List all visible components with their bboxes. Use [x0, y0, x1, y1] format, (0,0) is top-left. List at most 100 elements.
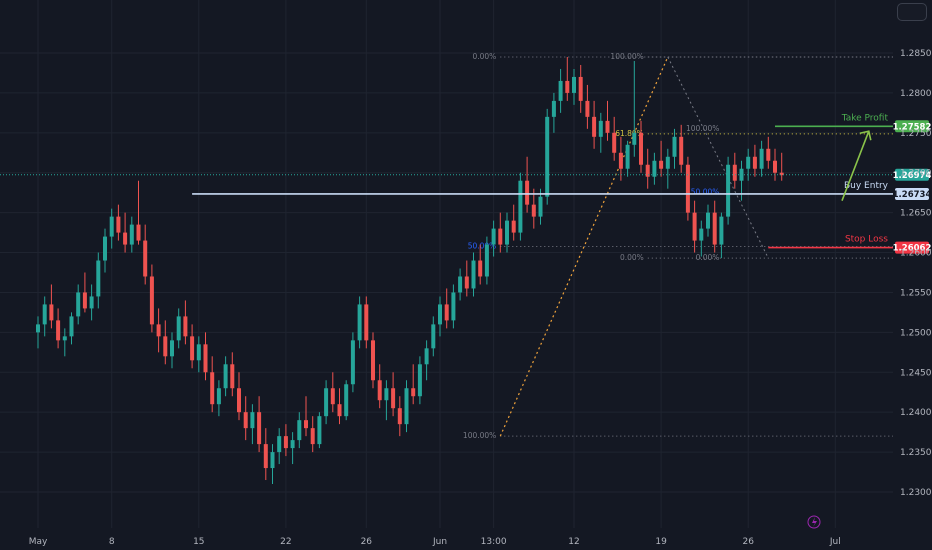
price-tick-label: 1.27500 — [900, 129, 932, 139]
candle-body — [350, 340, 355, 385]
fib-level-label: 100.00% — [463, 431, 496, 440]
candle-body — [706, 212, 710, 229]
time-tick-label: 15 — [193, 537, 204, 547]
fibonacci-retracements[interactable]: 0.00% 50.00% 100.00% 100.00% 61.80% 0.00% 100.… — [463, 52, 893, 440]
fib-level-label: 0.00% — [696, 253, 720, 262]
candle-body — [109, 216, 114, 237]
price-tick-label: 1.24000 — [900, 408, 932, 418]
price-tick-label: 1.28500 — [900, 49, 932, 59]
candle-body — [89, 296, 94, 309]
time-tick-label: 13:00 — [481, 537, 507, 547]
candle-body — [491, 228, 496, 245]
candle-body — [56, 320, 61, 341]
candle-body — [257, 412, 262, 445]
chart-extras — [807, 130, 872, 529]
candle-body — [304, 420, 308, 429]
price-tick-label: 1.25500 — [900, 288, 932, 298]
candle-body — [759, 148, 764, 169]
candle-body — [578, 76, 583, 101]
candle-body — [525, 180, 530, 205]
candle-body — [558, 80, 563, 101]
candle-body — [652, 160, 657, 177]
candle-body — [605, 120, 610, 133]
time-tick-label: 26 — [361, 537, 373, 547]
trade-levels[interactable]: Take Profit 1.27582 Buy Entry 1.26734 Stop L… — [0, 113, 932, 254]
buy-entry-price-text: 1.26734 — [893, 190, 932, 200]
candle-body — [357, 304, 362, 341]
candle-body — [210, 372, 215, 405]
lightning-icon — [807, 515, 821, 529]
candle-body — [424, 348, 429, 365]
candle-body — [243, 412, 248, 429]
current-price-tag — [895, 168, 929, 181]
price-tick-label: 1.23000 — [900, 488, 932, 498]
current-price-text: 1.26974 — [893, 171, 932, 181]
time-tick-label: 8 — [109, 537, 115, 547]
candle-body — [277, 436, 282, 453]
candle-body — [330, 388, 335, 405]
candle-body — [766, 148, 771, 161]
projection-arrow-head — [859, 130, 872, 141]
candle-body — [404, 388, 409, 425]
candle-body — [679, 136, 684, 165]
candle-body — [692, 212, 697, 241]
time-tick-label: 26 — [742, 537, 754, 547]
candle-body — [337, 404, 342, 417]
candle-body — [625, 144, 630, 169]
candle-body — [371, 340, 375, 381]
candle-body — [290, 440, 295, 449]
candle-body — [598, 120, 603, 137]
candle-body — [732, 164, 737, 181]
candle-body — [438, 304, 442, 325]
time-tick-label: Jul — [829, 537, 841, 547]
candle-body — [36, 324, 40, 333]
candle-body — [531, 204, 536, 217]
candle-body — [391, 388, 396, 409]
candle-body — [551, 100, 556, 117]
candle-body — [156, 324, 161, 337]
candle-body — [585, 100, 590, 117]
price-tick-label: 1.28000 — [900, 89, 932, 99]
candle-body — [665, 156, 670, 169]
buy-entry-price-tag — [895, 187, 929, 200]
candle-body — [397, 408, 402, 425]
price-tick-label: 1.23500 — [900, 448, 932, 458]
candle-body — [458, 276, 463, 293]
candle-body — [96, 260, 101, 297]
candle-body — [116, 216, 121, 233]
candle-body — [685, 164, 690, 213]
candle-body — [752, 156, 757, 169]
chart-settings-button[interactable] — [897, 3, 927, 21]
price-axis[interactable]: 1.28500 1.28000 1.27500 1.27000 1.26500 1.260… — [900, 49, 932, 498]
candle-body — [123, 232, 128, 245]
candle-body — [263, 444, 268, 469]
candle-body — [639, 132, 643, 165]
stop-loss-label: Stop Loss — [845, 235, 888, 245]
candle-body — [216, 388, 221, 405]
candle-body — [411, 388, 416, 397]
candle-body — [699, 228, 704, 241]
candle-body — [317, 416, 322, 445]
projection-arrow — [841, 130, 870, 201]
candle-body — [712, 212, 717, 245]
price-tick-label: 1.27000 — [900, 169, 932, 179]
candle-body — [170, 340, 174, 357]
time-axis[interactable]: May 8 15 22 26 Jun 13:00 12 19 26 Jul — [29, 537, 841, 547]
candle-body — [324, 388, 329, 417]
buy-entry-label: Buy Entry — [844, 181, 889, 191]
candle-body — [237, 388, 241, 413]
candle-body — [464, 276, 469, 289]
candle-body — [545, 116, 550, 197]
candle-body — [42, 304, 47, 325]
candle-body — [230, 364, 235, 389]
fib-level-label: 0.00% — [620, 253, 644, 262]
candle-body — [645, 164, 650, 177]
take-profit-label: Take Profit — [841, 113, 889, 123]
candle-body — [270, 452, 275, 469]
candle-body — [103, 236, 107, 261]
price-tick-label: 1.26000 — [900, 249, 932, 259]
candle-body — [310, 428, 315, 445]
grid — [0, 0, 893, 528]
